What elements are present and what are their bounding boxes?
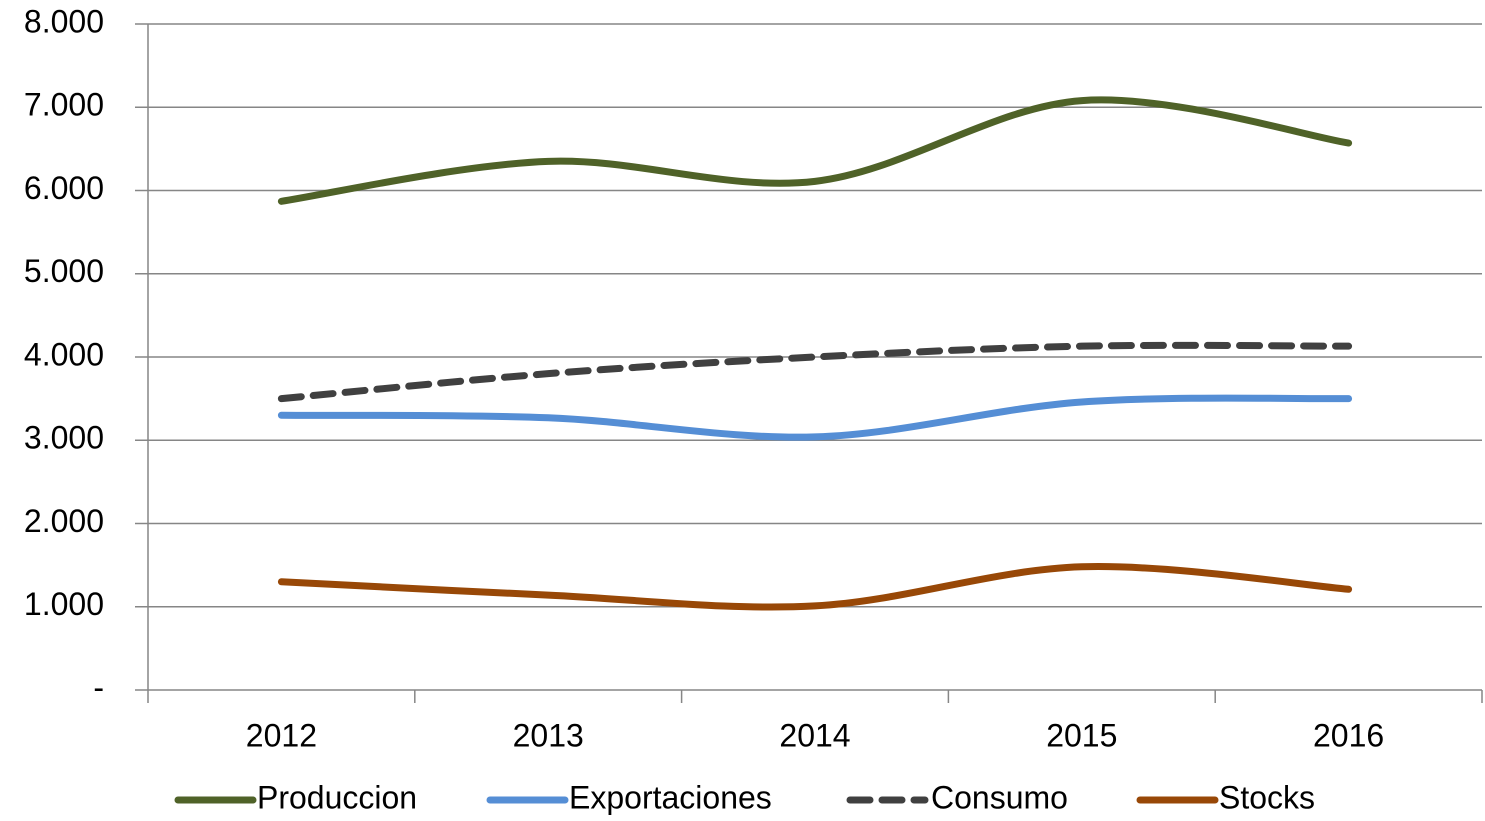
y-tick-label: 6.000 [24, 170, 104, 206]
y-tick-label: - [93, 669, 104, 705]
y-tick-label: 1.000 [24, 586, 104, 622]
x-tick-label: 2014 [779, 717, 850, 753]
series-line [277, 394, 1353, 441]
x-tick-label: 2013 [513, 717, 584, 753]
legend-label: Exportaciones [569, 779, 772, 815]
y-tick-label: 7.000 [24, 87, 104, 123]
y-tick-label: 8.000 [24, 3, 104, 39]
x-tick-label: 2015 [1046, 717, 1117, 753]
series-line [277, 341, 1353, 403]
y-tick-label: 5.000 [24, 253, 104, 289]
y-tick-label: 3.000 [24, 420, 104, 456]
x-tick-label: 2012 [246, 717, 317, 753]
y-tick-label: 2.000 [24, 503, 104, 539]
y-tick-label: 4.000 [24, 336, 104, 372]
series-line [277, 563, 1353, 611]
legend-label: Consumo [931, 779, 1068, 815]
x-tick-label: 2016 [1313, 717, 1384, 753]
legend-label: Stocks [1219, 779, 1315, 815]
legend-label: Produccion [257, 779, 417, 815]
series-line [277, 96, 1353, 205]
